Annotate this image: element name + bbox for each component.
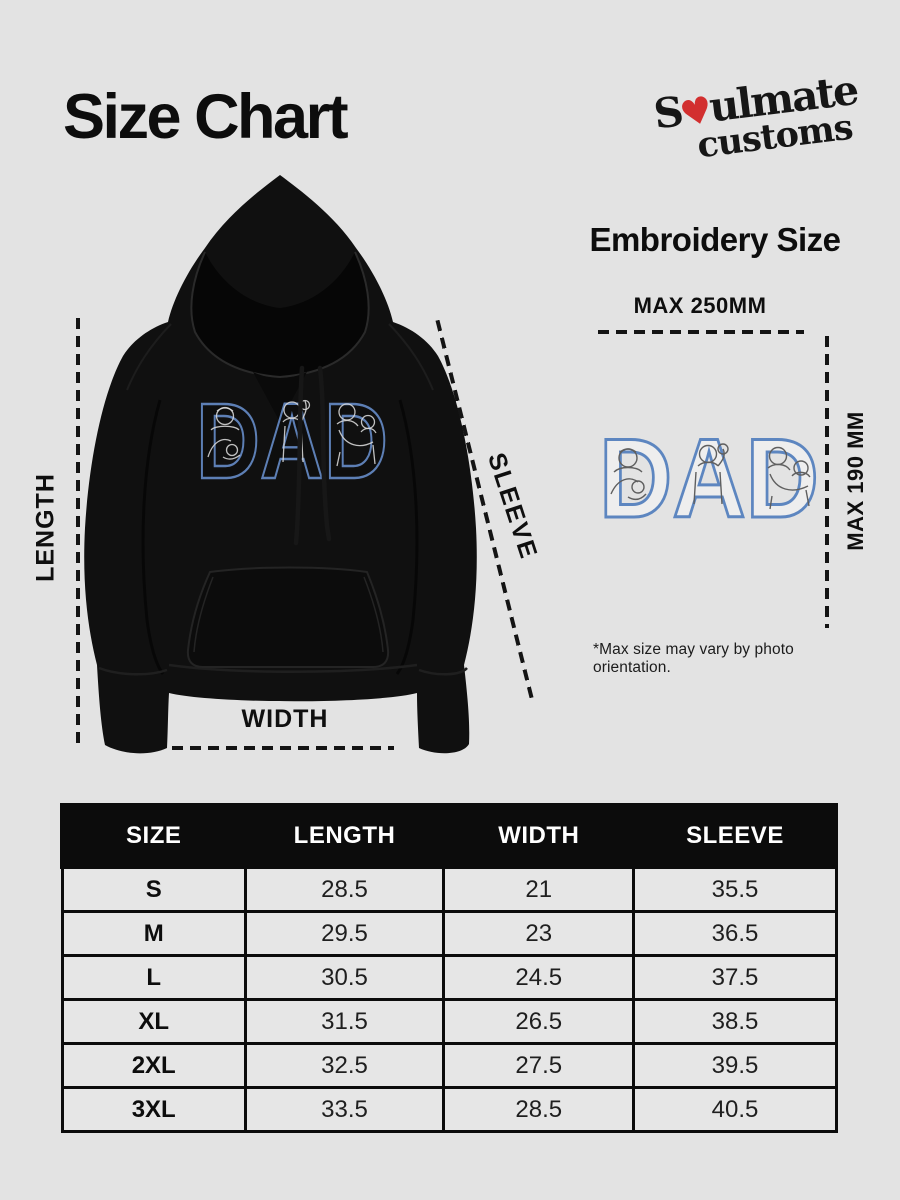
cell-length: 30.5 (243, 954, 446, 1001)
cell-length: 29.5 (243, 910, 446, 957)
hoodie-image: DAD (84, 175, 477, 754)
cell-sleeve: 39.5 (632, 1042, 838, 1089)
pocket-stitch-right (363, 576, 384, 653)
cell-width: 26.5 (442, 998, 636, 1045)
cell-length: 32.5 (243, 1042, 446, 1089)
kangaroo-pocket (186, 566, 390, 668)
brand-logo: S♥ulmate customs (646, 66, 868, 168)
cuff-seam-left (98, 666, 168, 676)
embroidery-sample-lineart (610, 443, 811, 510)
raglan-seam-right (388, 323, 434, 391)
cell-sleeve: 35.5 (632, 865, 838, 913)
embroidery-note: *Max size may vary by photo orientation. (593, 641, 794, 676)
cell-width: 21 (442, 865, 636, 913)
table-row: 2XL 32.5 27.5 39.5 (60, 1042, 838, 1089)
hood-drawstrings (293, 365, 332, 546)
sleeve-crease-right (395, 399, 419, 675)
length-label: LENGTH (31, 473, 60, 582)
raglan-seam-left (126, 323, 172, 391)
cell-width: 27.5 (442, 1042, 636, 1089)
hem-seam (168, 663, 418, 673)
cell-sleeve: 40.5 (632, 1086, 838, 1133)
header-length: LENGTH (243, 803, 446, 869)
chest-embroidery-text: DAD (196, 380, 388, 501)
cell-length: 28.5 (243, 865, 446, 913)
size-chart-table: SIZE LENGTH WIDTH SLEEVE S 28.5 21 35.5 … (59, 803, 839, 1133)
cell-sleeve: 37.5 (632, 954, 838, 1001)
table-row: 3XL 33.5 28.5 40.5 (60, 1086, 838, 1133)
header-sleeve: SLEEVE (631, 803, 839, 869)
cell-length: 31.5 (243, 998, 446, 1045)
table-row: M 29.5 23 36.5 (60, 910, 838, 957)
table-header-row: SIZE LENGTH WIDTH SLEEVE (59, 803, 839, 869)
pocket-stitch-left (193, 576, 214, 653)
cell-size: 2XL (60, 1042, 247, 1089)
neckline-shadow (253, 372, 307, 422)
hood-opening (191, 252, 369, 377)
cell-width: 23 (442, 910, 636, 957)
max-width-label: MAX 250MM (633, 293, 767, 318)
embroidery-size-heading: Embroidery Size (589, 221, 841, 258)
width-measure-line (172, 746, 394, 750)
sleeve-label: SLEEVE (482, 449, 543, 564)
drawstring-left (293, 365, 305, 546)
cell-sleeve: 38.5 (632, 998, 838, 1045)
table-row: S 28.5 21 35.5 (60, 865, 838, 913)
width-label: WIDTH (241, 705, 329, 733)
cell-size: L (60, 954, 247, 1001)
page-title: Size Chart (63, 82, 349, 152)
cell-size: XL (60, 998, 247, 1045)
table-row: XL 31.5 26.5 38.5 (60, 998, 838, 1045)
drawstring-right (317, 365, 332, 542)
max-width-line (598, 330, 804, 334)
cell-size: M (60, 910, 247, 957)
sleeve-crease-left (141, 399, 165, 675)
max-height-line (825, 336, 829, 628)
cuff-seam-right (418, 667, 468, 676)
cell-size: S (60, 865, 247, 913)
cell-sleeve: 36.5 (632, 910, 838, 957)
embroidery-sample-text: DAD (599, 416, 819, 531)
cell-width: 28.5 (442, 1086, 636, 1133)
header-width: WIDTH (441, 803, 636, 869)
cell-width: 24.5 (442, 954, 636, 1001)
table-row: L 30.5 24.5 37.5 (60, 954, 838, 1001)
hood-seam (190, 251, 370, 379)
cell-length: 33.5 (243, 1086, 446, 1133)
max-height-label: MAX 190 MM (843, 411, 868, 551)
cell-size: 3XL (60, 1086, 247, 1133)
length-measure-line (76, 318, 80, 744)
embroidery-sample-image: DAD (598, 416, 821, 531)
header-size: SIZE (59, 803, 248, 869)
